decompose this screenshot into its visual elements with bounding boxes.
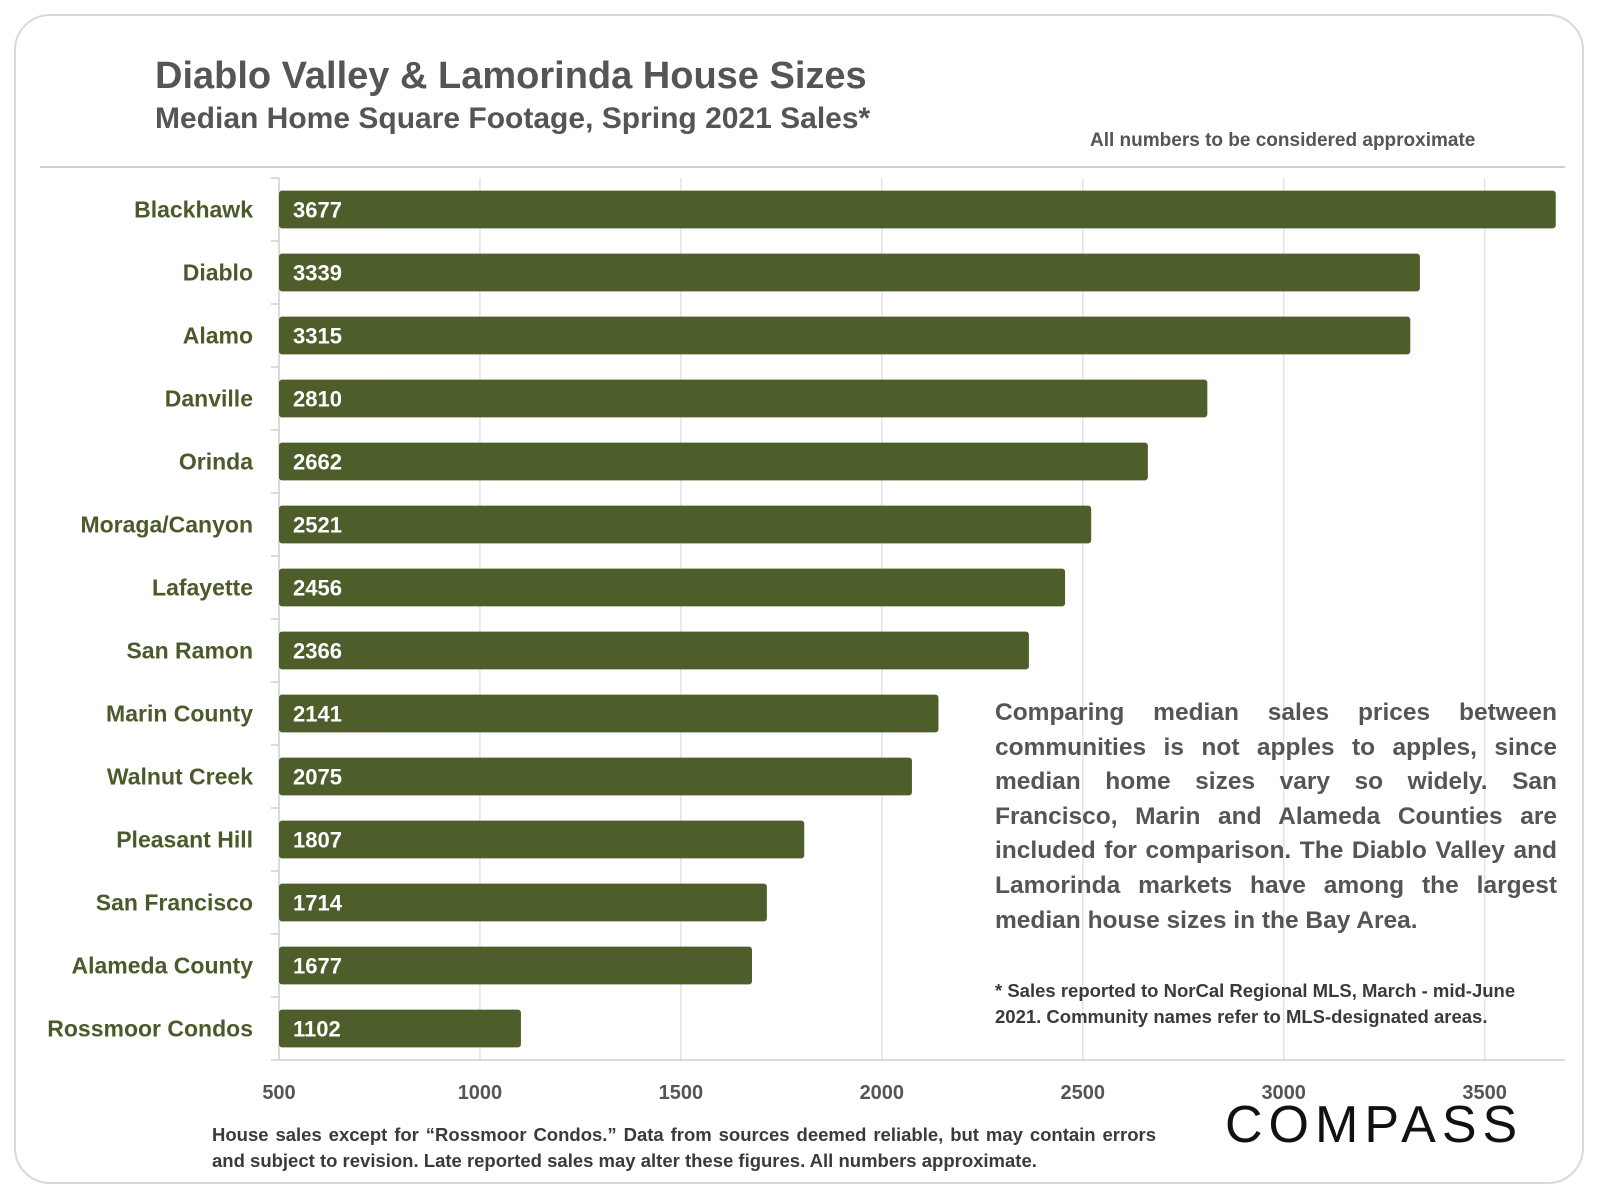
category-label: San Francisco	[96, 890, 253, 916]
bar	[279, 694, 939, 733]
bar	[279, 757, 912, 796]
x-tick-label: 3500	[1462, 1082, 1507, 1104]
category-label: Rossmoor Condos	[47, 1016, 253, 1042]
x-tick-label: 2000	[860, 1082, 905, 1104]
category-label: Lafayette	[152, 575, 253, 601]
bar	[279, 253, 1420, 292]
chart-title: Diablo Valley & Lamorinda House Sizes	[155, 55, 867, 97]
bar	[279, 631, 1029, 670]
chart-subtitle: Median Home Square Footage, Spring 2021 …	[155, 102, 871, 135]
bar-value-label: 2075	[293, 765, 342, 790]
category-label: Marin County	[106, 701, 253, 727]
x-tick-label: 1500	[659, 1082, 704, 1104]
approximate-disclaimer: All numbers to be considered approximate	[1090, 130, 1476, 151]
bar-value-label: 1102	[293, 1017, 341, 1042]
sales-footnote: * Sales reported to NorCal Regional MLS,…	[995, 980, 1516, 1027]
bar	[279, 442, 1148, 481]
bar	[279, 379, 1208, 418]
compass-logo: COMPASS	[1225, 1096, 1524, 1154]
bar	[279, 820, 805, 859]
bar-value-label: 3315	[293, 324, 342, 349]
category-label: Diablo	[183, 260, 253, 286]
category-label: San Ramon	[126, 638, 253, 664]
category-label: Pleasant Hill	[116, 827, 253, 853]
category-label: Alameda County	[72, 953, 254, 979]
x-tick-label: 1000	[458, 1082, 503, 1104]
bar	[279, 946, 753, 985]
bar-value-label: 2810	[293, 387, 342, 412]
bar	[279, 505, 1092, 544]
category-label: Moraga/Canyon	[80, 512, 253, 538]
bar-value-label: 3339	[293, 261, 342, 286]
category-label: Blackhawk	[134, 197, 253, 223]
source-disclaimer: House sales except for “Rossmoor Condos.…	[212, 1124, 1156, 1171]
category-label: Alamo	[183, 323, 253, 349]
bar-value-label: 1807	[293, 828, 342, 853]
category-label: Danville	[165, 386, 253, 412]
bar	[279, 883, 767, 922]
category-label: Walnut Creek	[107, 764, 253, 790]
bar-value-label: 2141	[293, 702, 342, 727]
bar	[279, 190, 1556, 229]
header-divider	[40, 166, 1565, 168]
bar-value-label: 1677	[293, 954, 342, 979]
bar-value-label: 2521	[293, 513, 342, 538]
bar-value-label: 1714	[293, 891, 343, 916]
bar	[279, 1009, 521, 1048]
bar-value-label: 2456	[293, 576, 342, 601]
x-tick-label: 500	[262, 1082, 295, 1104]
bar-value-label: 2366	[293, 639, 342, 664]
category-label: Orinda	[179, 449, 253, 475]
comparison-note: Comparing median sales prices between co…	[995, 699, 1557, 934]
bar-value-label: 2662	[293, 450, 342, 475]
bar-value-label: 3677	[293, 198, 342, 223]
x-tick-label: 3000	[1261, 1082, 1306, 1104]
bar	[279, 568, 1066, 607]
bar	[279, 316, 1411, 355]
x-tick-label: 2500	[1061, 1082, 1106, 1104]
